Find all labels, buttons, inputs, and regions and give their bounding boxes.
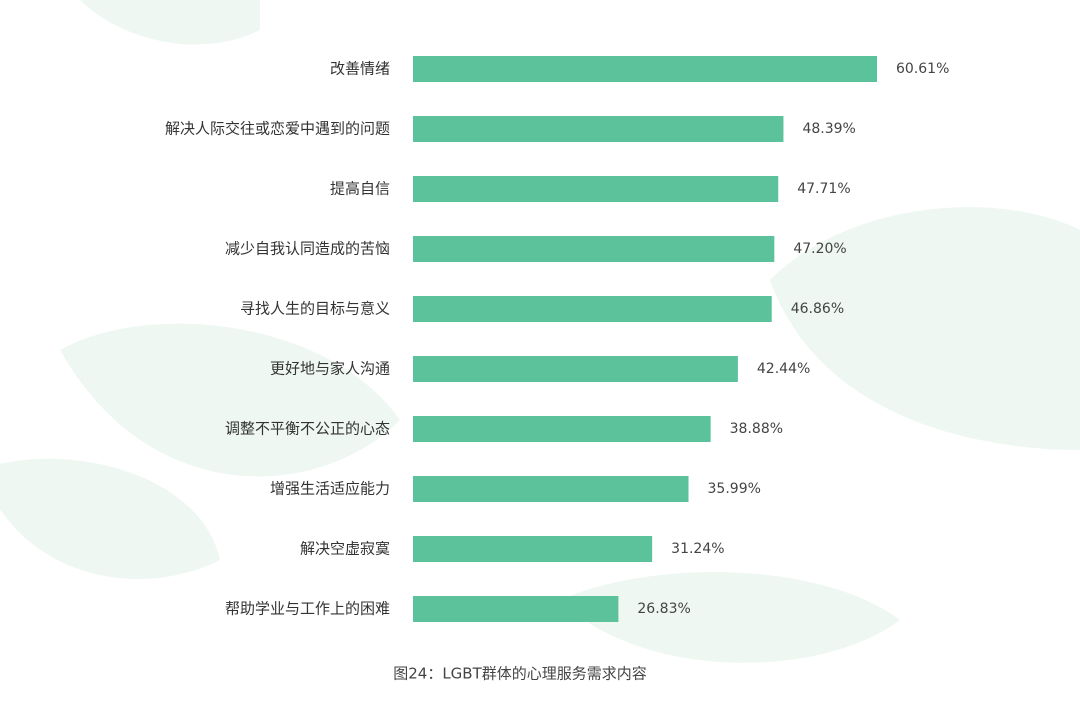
bar	[413, 476, 689, 502]
category-label: 寻找人生的目标与意义	[240, 300, 390, 318]
category-label: 改善情绪	[330, 60, 390, 78]
bar	[413, 356, 738, 382]
category-label: 解决空虚寂寞	[300, 540, 390, 558]
chart-title: 图24：LGBT群体的心理服务需求内容	[393, 665, 647, 683]
bar	[413, 296, 772, 322]
category-label: 调整不平衡不公正的心态	[225, 420, 390, 438]
value-label: 35.99%	[708, 481, 761, 497]
category-label: 帮助学业与工作上的困难	[225, 600, 390, 618]
category-label: 更好地与家人沟通	[270, 360, 390, 378]
value-label: 60.61%	[896, 61, 949, 77]
bar	[413, 536, 653, 562]
value-label: 47.20%	[793, 241, 846, 257]
value-label: 31.24%	[671, 541, 724, 557]
value-label: 26.83%	[637, 601, 690, 617]
bar	[413, 176, 779, 202]
category-label: 减少自我认同造成的苦恼	[225, 240, 390, 258]
category-label: 增强生活适应能力	[270, 480, 390, 498]
category-label: 解决人际交往或恋爱中遇到的问题	[165, 120, 390, 138]
value-label: 48.39%	[802, 121, 855, 137]
value-label: 47.71%	[797, 181, 850, 197]
category-label: 提高自信	[330, 180, 390, 198]
value-label: 42.44%	[757, 361, 810, 377]
bar	[413, 416, 711, 442]
value-label: 38.88%	[730, 421, 783, 437]
bar	[413, 596, 619, 622]
bar	[413, 236, 775, 262]
bar	[413, 56, 877, 82]
value-label: 46.86%	[791, 301, 844, 317]
background-decoration	[0, 0, 1080, 663]
bar	[413, 116, 784, 142]
